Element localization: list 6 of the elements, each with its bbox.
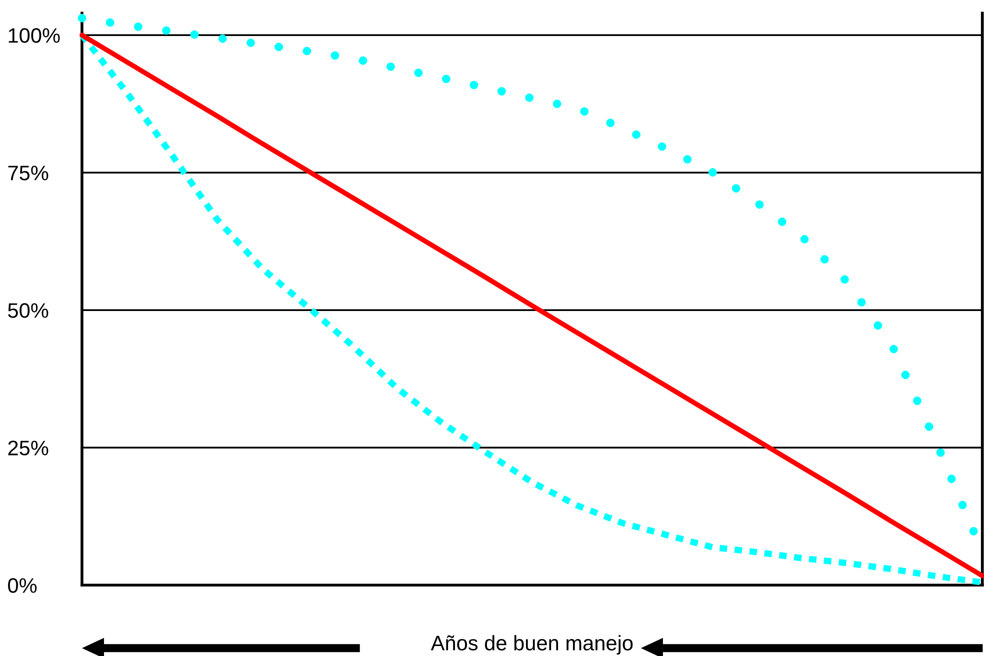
y-tick-label: 25% <box>8 440 48 456</box>
y-tick-label: 75% <box>8 166 48 180</box>
x-axis-title: Años de buen manejo <box>430 635 633 655</box>
y-tick-label: 0% <box>8 578 37 593</box>
y-tick-label: 50% <box>8 303 48 318</box>
y-tick-label: 100% <box>8 28 60 43</box>
